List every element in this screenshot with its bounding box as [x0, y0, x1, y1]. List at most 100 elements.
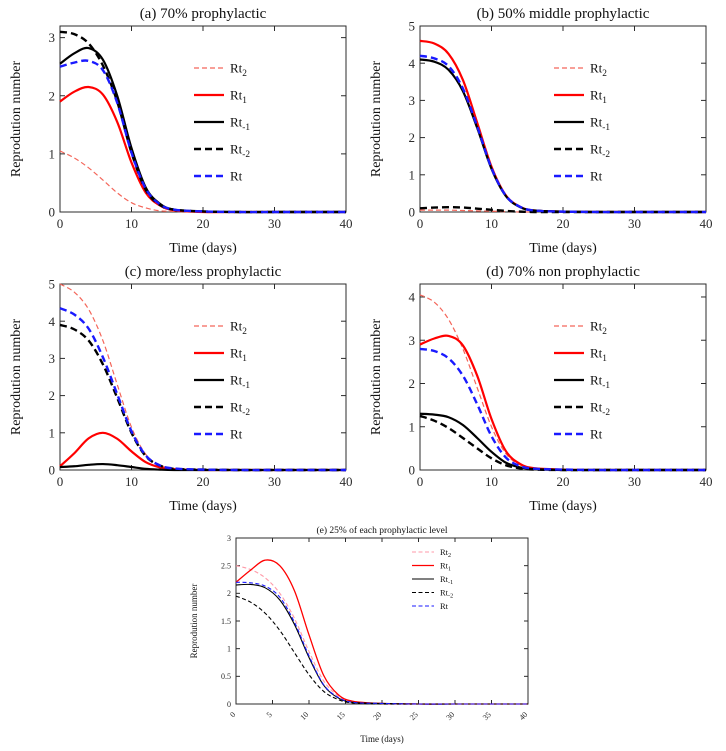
svg-text:Rt1: Rt1: [440, 560, 451, 572]
svg-text:Rt-2: Rt-2: [230, 142, 250, 160]
svg-text:30: 30: [628, 474, 641, 489]
svg-text:Rt2: Rt2: [590, 61, 607, 79]
svg-text:3: 3: [49, 30, 56, 45]
svg-text:Time (days): Time (days): [529, 241, 597, 256]
svg-text:3: 3: [227, 534, 231, 543]
svg-text:Rt: Rt: [590, 427, 603, 442]
svg-text:1: 1: [227, 644, 231, 653]
svg-text:40: 40: [340, 474, 353, 489]
svg-text:0: 0: [49, 205, 56, 220]
svg-text:4: 4: [409, 56, 416, 71]
svg-text:20: 20: [557, 216, 570, 231]
svg-text:Time (days): Time (days): [360, 734, 403, 744]
svg-text:0: 0: [417, 474, 424, 489]
subplot-e: 0 5 10 15 20 25 30 35 40 0 0.5 1 1.5 2 2.5 3 (e) 25% of …: [186, 522, 542, 748]
svg-text:Rt-1: Rt-1: [590, 115, 610, 133]
svg-text:Time (days): Time (days): [529, 499, 597, 514]
chart-e-canvas: 0 5 10 15 20 25 30 35 40 0 0.5 1 1.5 2 2.5 3 (e) 25% of …: [189, 525, 529, 744]
svg-text:Rt: Rt: [230, 427, 243, 442]
svg-text:Reprodution number: Reprodution number: [189, 584, 199, 659]
svg-text:Rt-1: Rt-1: [590, 373, 610, 391]
svg-text:2: 2: [409, 130, 416, 145]
svg-text:Rt-2: Rt-2: [440, 587, 453, 599]
subplot-c: 0 10 20 30 40 0 1 2 3 4 5 (c) more/less prophylacti…: [6, 260, 358, 516]
svg-text:30: 30: [268, 474, 281, 489]
svg-text:40: 40: [517, 710, 529, 722]
svg-text:Rt2: Rt2: [230, 319, 247, 337]
svg-text:3: 3: [49, 351, 56, 366]
svg-text:0: 0: [409, 463, 416, 478]
svg-text:20: 20: [197, 474, 210, 489]
svg-text:(b) 50% middle prophylactic: (b) 50% middle prophylactic: [477, 6, 650, 22]
svg-text:Rt-2: Rt-2: [590, 142, 610, 160]
svg-text:Time (days): Time (days): [169, 241, 237, 256]
svg-text:10: 10: [485, 474, 498, 489]
svg-text:Rt1: Rt1: [590, 88, 607, 106]
svg-text:Rt-2: Rt-2: [590, 400, 610, 418]
svg-text:(a) 70% prophylactic: (a) 70% prophylactic: [140, 6, 267, 22]
subplot-d: 0 10 20 30 40 0 1 2 3 4 (d) 70% non prophylactic Ti…: [366, 260, 718, 516]
svg-text:15: 15: [335, 710, 347, 722]
svg-text:Rt-1: Rt-1: [230, 115, 250, 133]
svg-text:20: 20: [371, 710, 383, 722]
chart-a-canvas: 0 10 20 30 40 0 1 2 3 (a) 70% prophylactic Time (d…: [9, 6, 353, 256]
svg-text:3: 3: [409, 93, 416, 108]
svg-text:1: 1: [409, 419, 416, 434]
svg-text:Reprodution number: Reprodution number: [369, 61, 384, 178]
svg-text:2: 2: [409, 376, 416, 391]
svg-text:Reprodution number: Reprodution number: [9, 319, 24, 436]
svg-text:25: 25: [408, 710, 420, 722]
svg-text:0: 0: [417, 216, 424, 231]
chart-d-canvas: 0 10 20 30 40 0 1 2 3 4 (d) 70% non prophylactic Ti…: [369, 264, 713, 514]
svg-text:4: 4: [49, 314, 56, 329]
svg-text:(e) 25% of each prophylactic l: (e) 25% of each prophylactic level: [316, 525, 447, 536]
svg-text:40: 40: [700, 216, 713, 231]
svg-text:0: 0: [57, 216, 64, 231]
subplot-a: 0 10 20 30 40 0 1 2 3 (a) 70% prophylactic Time (d…: [6, 2, 358, 258]
svg-text:Rt-2: Rt-2: [230, 400, 250, 418]
svg-text:1: 1: [49, 425, 56, 440]
svg-text:Rt1: Rt1: [230, 346, 247, 364]
svg-text:(d) 70% non prophylactic: (d) 70% non prophylactic: [486, 264, 640, 280]
svg-text:1.5: 1.5: [221, 617, 231, 626]
svg-text:Time (days): Time (days): [169, 499, 237, 514]
svg-text:0: 0: [228, 710, 237, 719]
svg-text:35: 35: [481, 710, 493, 722]
svg-text:(c) more/less prophylactic: (c) more/less prophylactic: [125, 264, 282, 280]
svg-text:2: 2: [49, 88, 56, 103]
svg-text:Reprodution number: Reprodution number: [9, 61, 24, 178]
svg-text:Rt: Rt: [590, 169, 603, 184]
chart-b-canvas: 0 10 20 30 40 0 1 2 3 4 5 (b) 50% middle prophylact…: [369, 6, 713, 256]
svg-text:0: 0: [49, 463, 56, 478]
svg-text:4: 4: [409, 290, 416, 305]
svg-text:Rt2: Rt2: [230, 61, 247, 79]
svg-text:1: 1: [409, 167, 416, 182]
svg-text:2: 2: [227, 589, 231, 598]
svg-text:Reprodution number: Reprodution number: [369, 319, 384, 436]
svg-text:20: 20: [197, 216, 210, 231]
svg-text:20: 20: [557, 474, 570, 489]
svg-text:0: 0: [227, 700, 231, 709]
svg-text:Rt2: Rt2: [590, 319, 607, 337]
svg-text:Rt1: Rt1: [230, 88, 247, 106]
svg-text:Rt-1: Rt-1: [440, 574, 453, 586]
svg-text:Rt2: Rt2: [440, 547, 451, 559]
chart-c-canvas: 0 10 20 30 40 0 1 2 3 4 5 (c) more/less prophylacti…: [9, 264, 353, 514]
svg-text:Rt1: Rt1: [590, 346, 607, 364]
svg-text:2.5: 2.5: [221, 561, 231, 570]
svg-text:40: 40: [700, 474, 713, 489]
svg-text:0.5: 0.5: [221, 672, 231, 681]
svg-text:5: 5: [49, 277, 56, 292]
svg-text:10: 10: [125, 474, 138, 489]
svg-text:Rt-1: Rt-1: [230, 373, 250, 391]
subplot-b: 0 10 20 30 40 0 1 2 3 4 5 (b) 50% middle prophylact…: [366, 2, 718, 258]
svg-text:Rt: Rt: [230, 169, 243, 184]
svg-text:1: 1: [49, 146, 56, 161]
svg-text:10: 10: [298, 710, 310, 722]
svg-text:10: 10: [485, 216, 498, 231]
svg-text:5: 5: [265, 710, 274, 719]
svg-text:0: 0: [57, 474, 64, 489]
svg-text:30: 30: [444, 710, 456, 722]
svg-text:10: 10: [125, 216, 138, 231]
